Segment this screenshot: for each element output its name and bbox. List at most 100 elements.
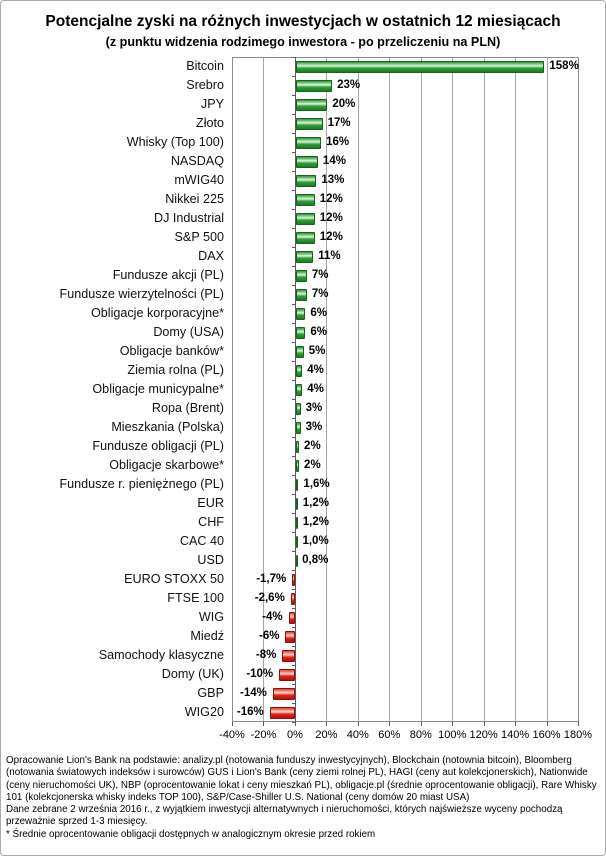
- category-label: Fundusze r. pieniężnego (PL): [59, 477, 224, 491]
- category-axis-tick: [291, 665, 295, 666]
- category-label: DJ Industrial: [154, 211, 224, 225]
- x-axis-tick: [263, 722, 265, 726]
- category-axis-tick: [291, 133, 295, 134]
- gridline: [483, 57, 485, 722]
- category-label: Domy (USA): [153, 325, 224, 339]
- category-label: EURO STOXX 50: [124, 572, 224, 586]
- bar: [295, 498, 298, 510]
- category-label: Mieszkania (Polska): [111, 420, 224, 434]
- value-label: -8%: [255, 649, 277, 661]
- x-tick-label: 80%: [409, 729, 432, 741]
- category-label: Złoto: [196, 116, 224, 130]
- bar: [295, 80, 333, 92]
- gridline: [420, 57, 422, 722]
- category-axis-tick: [291, 627, 295, 628]
- category-axis-tick: [291, 323, 295, 324]
- bar: [295, 232, 315, 244]
- value-label: 16%: [326, 136, 350, 148]
- bar: [295, 536, 298, 548]
- category-axis-tick: [291, 399, 295, 400]
- category-label: Bitcoin: [186, 59, 224, 73]
- value-label: 2%: [304, 459, 321, 471]
- bar: [295, 403, 301, 415]
- bar: [295, 365, 303, 377]
- zero-axis-line: [294, 57, 296, 722]
- x-axis-tick: [515, 722, 517, 726]
- category-axis-tick: [291, 532, 295, 533]
- x-axis-tick: [357, 722, 359, 726]
- x-axis-tick: [452, 722, 454, 726]
- bar: [295, 213, 315, 225]
- value-label: 11%: [318, 250, 341, 262]
- x-axis-tick: [420, 722, 422, 726]
- category-axis-tick: [291, 570, 295, 571]
- bar: [295, 289, 307, 301]
- value-label: 1,2%: [302, 516, 329, 528]
- value-label: 12%: [319, 231, 343, 243]
- category-axis-tick: [291, 589, 295, 590]
- value-label: 1,0%: [302, 535, 329, 547]
- category-label: EUR: [197, 496, 224, 510]
- category-label: Ziemia rolna (PL): [127, 363, 224, 377]
- value-label: 158%: [549, 60, 579, 72]
- category-axis-tick: [291, 95, 295, 96]
- value-label: -6%: [259, 630, 280, 642]
- x-tick-label: 160%: [532, 729, 561, 741]
- value-label: -16%: [236, 706, 264, 718]
- x-axis-tick: [326, 722, 328, 726]
- value-label: 7%: [311, 288, 329, 300]
- value-label: 12%: [319, 193, 343, 205]
- x-tick-label: 140%: [501, 729, 530, 741]
- bar: [295, 61, 545, 73]
- category-axis-tick: [291, 456, 295, 457]
- category-axis-tick: [291, 190, 295, 191]
- chart-subtitle: (z punktu widzenia rodzimego inwestora -…: [105, 35, 501, 49]
- category-axis-tick: [291, 76, 295, 77]
- category-label: Miedź: [190, 629, 224, 643]
- x-axis-tick: [294, 722, 296, 726]
- value-label: 12%: [319, 212, 343, 224]
- category-axis-tick: [291, 152, 295, 153]
- category-axis-tick: [291, 418, 295, 419]
- category-axis-tick: [291, 342, 295, 343]
- category-label: DAX: [198, 249, 224, 263]
- category-label: Domy (UK): [161, 667, 224, 681]
- value-label: 3%: [305, 402, 323, 414]
- category-label: S&P 500: [174, 230, 224, 244]
- category-axis-tick: [291, 57, 295, 58]
- gridline: [515, 57, 517, 722]
- category-axis-tick: [291, 114, 295, 115]
- category-axis-tick: [291, 475, 295, 476]
- category-axis-tick: [291, 247, 295, 248]
- category-label: Obligacje skarbowe*: [109, 458, 224, 472]
- x-tick-label: 180%: [563, 729, 593, 741]
- category-axis-tick: [291, 722, 295, 723]
- category-axis-tick: [291, 380, 295, 381]
- category-label: CAC 40: [179, 534, 224, 548]
- category-axis-tick: [291, 171, 295, 172]
- bar: [295, 137, 322, 149]
- value-label: 1,2%: [302, 497, 329, 509]
- x-axis-tick: [232, 722, 233, 726]
- value-label: 2%: [304, 440, 321, 452]
- x-tick-label: -20%: [250, 729, 277, 741]
- bar: [292, 574, 295, 586]
- x-tick-label: -40%: [219, 729, 245, 741]
- category-axis-tick: [291, 646, 295, 647]
- gridline: [389, 57, 391, 722]
- bar: [295, 460, 300, 472]
- category-axis-tick: [291, 361, 295, 362]
- category-label: Fundusze akcji (PL): [112, 268, 224, 282]
- category-axis-tick: [291, 209, 295, 210]
- value-label: 3%: [305, 421, 323, 433]
- bar: [295, 384, 303, 396]
- bar: [269, 707, 295, 719]
- bar: [295, 479, 299, 491]
- category-label: WIG: [198, 610, 224, 624]
- bar: [295, 327, 306, 339]
- bar: [295, 194, 315, 206]
- category-label: Obligacje korporacyjne*: [90, 306, 224, 320]
- x-tick-label: 120%: [469, 729, 498, 741]
- value-label: -2,6%: [254, 592, 285, 604]
- data-collection-note: Dane zebrane 2 września 2016 r., z wyjąt…: [6, 804, 563, 828]
